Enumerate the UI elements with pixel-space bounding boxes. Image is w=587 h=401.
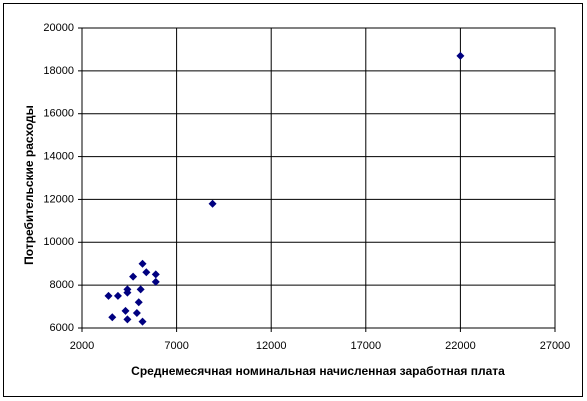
point	[104, 291, 113, 300]
point	[138, 259, 147, 268]
point	[123, 288, 132, 297]
point	[113, 291, 122, 300]
y-tick-label: 14000	[43, 150, 74, 162]
y-tick-label: 16000	[43, 108, 74, 120]
y-tick-label: 8000	[50, 279, 74, 291]
y-axis-title: Потребительские расходы	[22, 105, 36, 265]
point	[151, 270, 160, 279]
point	[136, 285, 145, 294]
x-tick-label: 2000	[70, 340, 94, 352]
x-tick-label: 22000	[445, 340, 476, 352]
x-tick-label: 27000	[540, 340, 571, 352]
point	[123, 315, 132, 324]
y-tick-label: 6000	[50, 322, 74, 334]
point	[151, 277, 160, 286]
plot-area	[81, 27, 556, 329]
x-tick-label: 12000	[256, 340, 287, 352]
point	[134, 298, 143, 307]
x-axis-title: Среднемесячная номинальная начисленная з…	[131, 364, 505, 378]
y-tick-label: 20000	[43, 22, 74, 34]
point	[138, 317, 147, 326]
point	[129, 272, 138, 281]
point	[132, 309, 141, 317]
x-tick-label: 7000	[164, 340, 188, 352]
y-tick-label: 18000	[43, 65, 74, 77]
point	[142, 268, 151, 277]
y-tick-label: 12000	[43, 193, 74, 205]
point	[121, 306, 130, 315]
y-tick-label: 10000	[43, 236, 74, 248]
point	[108, 313, 117, 322]
point	[456, 51, 465, 60]
x-tick-label: 17000	[351, 340, 382, 352]
point	[208, 199, 217, 208]
